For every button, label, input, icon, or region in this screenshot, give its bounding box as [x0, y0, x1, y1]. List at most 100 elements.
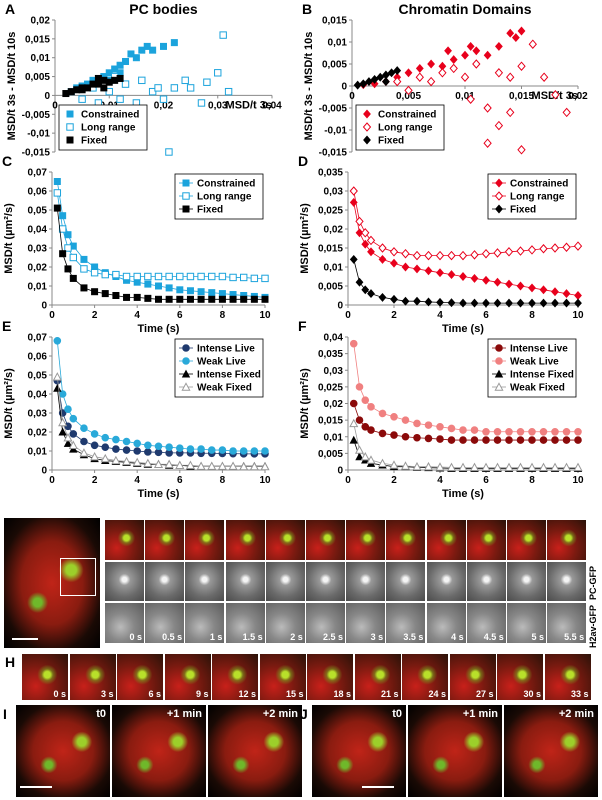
legend-marker: [66, 110, 74, 118]
micrograph: 27 s: [449, 654, 496, 700]
point: [116, 61, 124, 69]
point: [164, 459, 174, 468]
y-tick-label: 0,06: [28, 187, 48, 198]
point: [390, 294, 398, 304]
x-tick-label: 0,005: [396, 91, 421, 102]
legend-label: Constrained: [378, 110, 436, 121]
point: [469, 462, 480, 472]
time-label: 3 s: [100, 689, 114, 699]
point: [404, 68, 413, 78]
point: [111, 455, 121, 465]
point: [355, 383, 364, 391]
point: [80, 265, 88, 273]
point: [84, 84, 92, 92]
legend-label: Fixed: [378, 136, 404, 147]
point: [176, 272, 184, 281]
y-tick-label: 0,025: [318, 382, 343, 393]
point: [516, 246, 525, 256]
point: [64, 231, 72, 239]
point: [528, 298, 536, 308]
point: [111, 65, 119, 73]
y-tick-label: 0: [44, 91, 50, 102]
point: [90, 269, 99, 277]
series-line: [353, 190, 579, 256]
panel-letter: A: [5, 1, 15, 17]
point: [91, 288, 99, 296]
point: [515, 462, 526, 472]
point: [494, 68, 504, 78]
point: [511, 33, 520, 43]
micrograph: 0.5 s: [145, 603, 185, 643]
x-tick-label: 4: [437, 475, 443, 486]
x-tick-label: 8: [529, 475, 535, 486]
micrograph: [105, 562, 144, 601]
point: [466, 94, 475, 104]
micrograph: [225, 562, 265, 601]
point: [539, 244, 548, 254]
point: [80, 255, 88, 263]
point: [176, 295, 184, 303]
x-tick-label: 2: [92, 310, 98, 321]
point: [53, 383, 62, 392]
point: [539, 427, 548, 436]
point: [461, 50, 469, 60]
x-axis-title: Time (s): [138, 323, 180, 335]
point: [229, 447, 237, 455]
legend-label: Long range: [81, 123, 136, 134]
point: [413, 419, 421, 428]
point: [438, 68, 447, 78]
legend-marker: [363, 135, 371, 145]
micrograph: 30 s: [497, 654, 543, 700]
point: [261, 295, 269, 303]
legend-marker: [182, 192, 190, 200]
point: [424, 266, 433, 276]
point: [516, 281, 525, 291]
point: [144, 441, 152, 450]
point: [387, 68, 396, 78]
y-axis-title: MSD/t (µm²/s): [299, 368, 311, 439]
point: [427, 59, 435, 69]
micrograph: [265, 562, 305, 601]
point: [378, 243, 387, 253]
point: [64, 405, 72, 414]
point: [470, 273, 479, 283]
point: [472, 46, 481, 56]
point: [447, 298, 456, 308]
time-label: 4 s: [451, 632, 464, 642]
legend-marker: [495, 204, 503, 214]
y-tick-label: 0: [337, 466, 343, 477]
legend-label: Weak Live: [510, 357, 559, 368]
point: [154, 442, 163, 451]
point: [574, 427, 582, 436]
channel-label: H2av-GFP: [588, 604, 598, 648]
point: [122, 437, 131, 446]
legend-marker: [494, 369, 504, 378]
time-label: 6 s: [148, 689, 161, 699]
point: [52, 372, 62, 381]
y-tick-label: 0,01: [28, 447, 48, 458]
y-axis-title: MSD/t 3s - MSD/t 10s: [303, 32, 315, 141]
point: [149, 46, 157, 54]
micrograph: [145, 562, 185, 601]
micrograph: [426, 562, 466, 601]
point: [101, 270, 109, 279]
point: [144, 448, 152, 456]
point: [413, 296, 421, 306]
point: [539, 436, 548, 444]
legend-label: Intense Live: [510, 344, 568, 355]
point: [197, 272, 205, 281]
y-axis-title: MSD/t 3s - MSD/t 10s: [6, 32, 18, 141]
time-label: 5 s: [531, 632, 544, 642]
time-label: 0 s: [53, 689, 66, 699]
point: [175, 460, 185, 469]
time-label: 2.5 s: [322, 632, 343, 642]
point: [170, 39, 178, 47]
point: [551, 436, 559, 444]
legend-label: Constrained: [197, 179, 255, 190]
point: [505, 279, 513, 289]
point: [377, 458, 388, 468]
point: [53, 178, 61, 186]
legend-marker: [66, 123, 74, 131]
legend-label: Fixed: [510, 205, 536, 216]
